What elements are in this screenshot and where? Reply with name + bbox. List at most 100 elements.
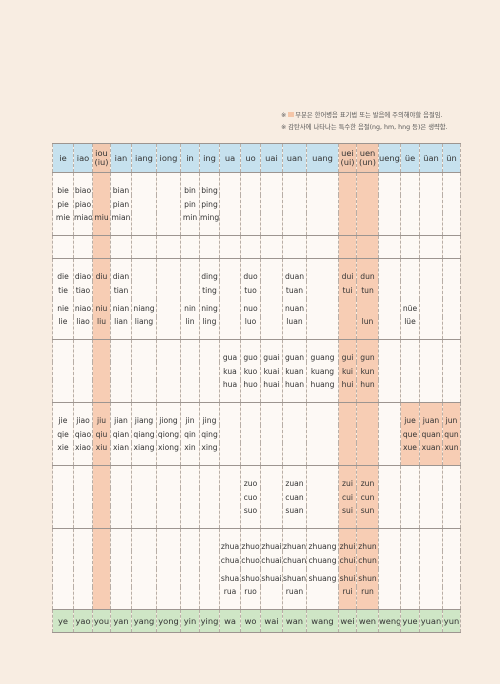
text: tui <box>342 285 353 295</box>
text: xie <box>57 443 69 452</box>
syllable-cell <box>180 235 200 259</box>
syllable-cell <box>419 213 443 236</box>
syllable-cell <box>92 380 111 403</box>
text: zuo <box>243 479 258 488</box>
syllable-cell <box>219 172 241 195</box>
syllable-cell: qian <box>110 425 132 443</box>
text: mie <box>55 213 71 222</box>
syllable-cell <box>156 195 181 213</box>
text: tian <box>113 285 129 295</box>
syllable-cell <box>378 339 401 362</box>
syllable-cell: tui <box>338 281 357 299</box>
syllable-cell <box>110 339 132 362</box>
text: liang <box>134 317 154 326</box>
syllable-cell <box>219 425 241 443</box>
text: uo <box>245 152 256 163</box>
syllable-cell <box>442 195 461 213</box>
text: quan <box>421 429 441 439</box>
text: chun <box>358 555 377 565</box>
syllable-cell <box>219 213 241 236</box>
text: miu <box>94 213 109 222</box>
syllable-cell: xie <box>52 443 74 466</box>
syllable-cell <box>219 317 241 340</box>
syllable-cell <box>400 506 420 529</box>
text: zhuang <box>308 542 337 551</box>
syllable-cell <box>110 587 132 610</box>
text: jiang <box>134 416 154 425</box>
syllable-cell <box>110 362 132 380</box>
syllable-cell <box>442 587 461 610</box>
syllable-cell: duan <box>282 258 307 281</box>
text: uan <box>286 152 303 163</box>
syllable-cell <box>156 317 181 340</box>
syllable-cell: qie <box>52 425 74 443</box>
note-text: 부분은 한어병음 표기법 또는 발음에 주의해야할 음절임. <box>295 112 443 119</box>
text: bie <box>57 186 69 195</box>
syllable-cell <box>419 465 443 488</box>
syllable-cell <box>180 339 200 362</box>
syllable-cell <box>378 380 401 403</box>
syllable-cell <box>306 317 339 340</box>
syllable-cell <box>378 506 401 529</box>
syllable-cell: ting <box>199 281 220 299</box>
syllable-cell <box>338 402 357 425</box>
text: bin <box>184 186 196 195</box>
text: duan <box>284 272 305 281</box>
header-cell: ün <box>442 143 461 173</box>
syllable-cell: jun <box>442 402 461 425</box>
text: ie <box>59 152 67 163</box>
syllable-cell <box>156 258 181 281</box>
text: jun <box>445 416 458 425</box>
text: bian <box>112 186 130 195</box>
text: qiang <box>133 429 155 439</box>
text: lin <box>185 317 195 326</box>
syllable-cell <box>306 258 339 281</box>
syllable-cell: huo <box>240 380 261 403</box>
syllable-cell: chuan <box>282 551 307 569</box>
syllable-cell: jiu <box>92 402 111 425</box>
syllable-cell: biao <box>73 172 93 195</box>
header-cell: iao <box>73 143 93 173</box>
text: cuan <box>285 492 304 502</box>
text: zun <box>360 479 375 488</box>
syllable-cell <box>52 339 74 362</box>
text: xiao <box>75 443 91 452</box>
syllable-cell <box>356 172 379 195</box>
footer-cell: yin <box>180 609 200 633</box>
text: zhuan <box>283 542 307 551</box>
syllable-cell <box>92 362 111 380</box>
syllable-cell <box>219 488 241 506</box>
footer-row: ye yao you yan yang yong yin ying wa wo wai wan wang… <box>52 609 461 633</box>
syllable-cell <box>260 488 283 506</box>
syllable-cell: kuai <box>260 362 283 380</box>
syllable-cell: qun <box>442 425 461 443</box>
text: jue <box>404 416 416 425</box>
syllable-cell: ding <box>199 258 220 281</box>
syllable-cell <box>260 402 283 425</box>
syllable-cell <box>306 488 339 506</box>
syllable-cell: cuo <box>240 488 261 506</box>
syllable-cell: zhuan <box>282 528 307 551</box>
syllable-cell: que <box>400 425 420 443</box>
note: ※ 감탄사에 나타나는 특수한 음절(ng, hm, hng 등)은 생략함. <box>281 124 448 131</box>
syllable-cell <box>180 380 200 403</box>
syllable-cell <box>92 569 111 587</box>
text: gua <box>222 353 238 362</box>
syllable-cell: jiao <box>73 402 93 425</box>
syllable-cell <box>419 339 443 362</box>
syllable-cell: xun <box>442 443 461 466</box>
syllable-cell <box>356 213 379 236</box>
text: iou <box>95 148 108 158</box>
text: lian <box>114 317 128 326</box>
text: hun <box>360 380 375 389</box>
text: cuo <box>243 492 258 502</box>
syllable-cell <box>156 569 181 587</box>
text: jing <box>202 416 217 425</box>
syllable-cell <box>378 281 401 299</box>
syllable-cell: jin <box>180 402 200 425</box>
syllable-cell: nin <box>180 299 200 317</box>
syllable-cell: lian <box>110 317 132 340</box>
footer-cell: yun <box>442 609 461 633</box>
syllable-cell <box>92 528 111 551</box>
